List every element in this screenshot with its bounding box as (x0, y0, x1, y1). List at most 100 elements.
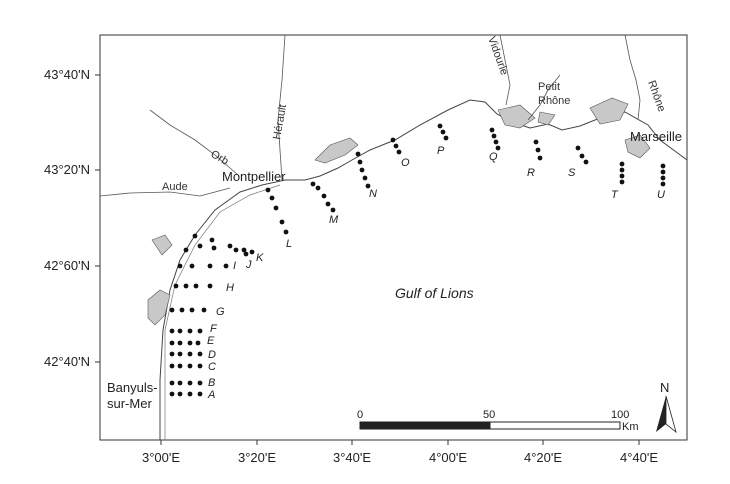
sampling-point-k (192, 233, 198, 239)
sampling-point-k (227, 243, 233, 249)
transect-label-n: N (369, 188, 377, 200)
sampling-point-t (619, 161, 625, 167)
sampling-point-m (310, 181, 316, 187)
scale-bar: 0 50 100 Km (357, 409, 639, 433)
lagoon-camargue (497, 104, 536, 129)
rivers (99, 34, 641, 197)
transect-label-h: H (226, 282, 234, 294)
lon-label: 4°40'E (620, 450, 658, 465)
sampling-point-k (241, 247, 247, 253)
lon-label: 3°20'E (238, 450, 276, 465)
lagoon-thau (314, 137, 359, 164)
lat-label: 43°20'N (44, 162, 90, 177)
sampling-point-i (177, 263, 183, 269)
place-banyuls: sur-Mer (107, 396, 152, 411)
lagoon-berre (589, 97, 629, 125)
sampling-point-o (393, 143, 399, 149)
lagoon-marseille (624, 134, 651, 159)
transect-label-s: S (568, 167, 576, 179)
transect-label-u: U (657, 189, 665, 201)
sampling-point-k (249, 249, 255, 255)
scale-label: 100 (611, 409, 629, 421)
transect-label-q: Q (489, 151, 498, 163)
sampling-point-f (187, 328, 193, 334)
north-arrow-icon (656, 396, 666, 432)
sampling-point-e (177, 340, 183, 346)
river-label-petit-rhone: Rhône (538, 95, 570, 107)
sampling-point-n (362, 175, 368, 181)
river-rhone (624, 34, 641, 121)
sampling-point-j (211, 245, 217, 251)
scale-label: 50 (483, 409, 495, 421)
transect-label-f: F (210, 323, 218, 335)
lon-label: 4°00'E (429, 450, 467, 465)
sampling-point-g (189, 307, 195, 313)
sampling-point-t (619, 167, 625, 173)
transect-label-g: G (216, 306, 225, 318)
sampling-point-e (195, 340, 201, 346)
sampling-point-a (169, 391, 175, 397)
north-arrow: N (656, 380, 677, 434)
sampling-point-h (207, 283, 213, 289)
sampling-point-k (209, 237, 215, 243)
transect-label-p: P (437, 145, 445, 157)
place-montpellier: Montpellier (222, 169, 286, 184)
sampling-point-n (359, 167, 365, 173)
transect-label-e: E (207, 335, 215, 347)
sampling-point-b (177, 380, 183, 386)
sampling-point-l (265, 187, 271, 193)
sampling-point-j (243, 251, 249, 257)
river-orb (149, 109, 239, 176)
sampling-point-h (173, 283, 179, 289)
sampling-point-m (321, 193, 327, 199)
sampling-point-u (660, 163, 666, 169)
scale-label: 0 (357, 409, 363, 421)
sampling-point-e (187, 340, 193, 346)
sampling-point-j (197, 243, 203, 249)
sampling-point-g (201, 307, 207, 313)
river-label-aude: Aude (162, 181, 188, 193)
place-banyuls: Banyuls- (107, 380, 158, 395)
transect-label-j: J (245, 259, 252, 271)
sea-label: Gulf of Lions (395, 285, 474, 301)
sampling-point-s (575, 145, 581, 151)
sampling-point-c (187, 363, 193, 369)
river-petit-rhone (527, 74, 561, 121)
sampling-point-h (193, 283, 199, 289)
transect-label-a: A (207, 389, 215, 401)
sampling-point-o (390, 137, 396, 143)
north-arrow-icon (665, 395, 677, 434)
scale-unit: Km (622, 421, 639, 433)
sampling-point-r (535, 147, 541, 153)
sampling-points (169, 123, 666, 397)
lagoons (147, 97, 651, 326)
sampling-point-r (537, 155, 543, 161)
scale-bar-white (489, 421, 621, 430)
sampling-point-i (189, 263, 195, 269)
river-aude (99, 187, 231, 197)
river-label-petit-rhone: Petit (538, 81, 560, 93)
sampling-point-e (169, 340, 175, 346)
map-frame (99, 34, 688, 441)
sampling-point-d (177, 351, 183, 357)
sampling-point-i (223, 263, 229, 269)
transect-label-d: D (208, 349, 216, 361)
sampling-point-f (169, 328, 175, 334)
sampling-point-c (169, 363, 175, 369)
place-marseille: Marseille (630, 129, 682, 144)
lat-label: 42°60'N (44, 258, 90, 273)
sampling-point-m (315, 185, 321, 191)
sampling-point-q (495, 145, 501, 151)
lagoon-vaccares (537, 111, 556, 126)
sampling-point-a (177, 391, 183, 397)
sampling-point-t (619, 173, 625, 179)
sampling-point-m (330, 207, 336, 213)
transect-label-b: B (208, 377, 215, 389)
sampling-point-s (583, 159, 589, 165)
sampling-point-u (660, 181, 666, 187)
lagoon-bages (151, 234, 173, 256)
sampling-point-l (279, 219, 285, 225)
sampling-point-p (440, 129, 446, 135)
sampling-point-l (273, 205, 279, 211)
sampling-point-c (177, 363, 183, 369)
